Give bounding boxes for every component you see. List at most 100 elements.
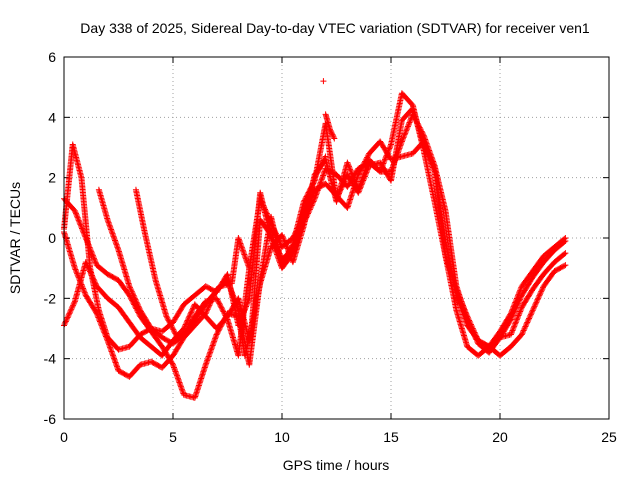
data-point	[89, 252, 96, 259]
data-point	[514, 292, 521, 299]
data-point	[423, 148, 430, 155]
data-point	[538, 288, 545, 295]
data-point	[94, 311, 101, 318]
data-point	[241, 306, 248, 313]
data-point	[422, 145, 429, 152]
data-point	[355, 189, 362, 196]
data-point	[511, 300, 518, 307]
data-point	[529, 308, 536, 315]
data-point	[356, 185, 363, 192]
data-point	[189, 305, 196, 312]
data-point	[518, 284, 525, 291]
data-point	[331, 135, 338, 142]
data-point	[346, 165, 353, 172]
data-point	[360, 161, 367, 168]
data-point	[562, 250, 569, 257]
data-point	[333, 195, 340, 202]
data-point	[335, 190, 342, 197]
data-point	[538, 287, 545, 294]
data-point	[89, 251, 96, 258]
data-point	[101, 330, 108, 337]
data-point	[513, 317, 520, 324]
data-point	[507, 331, 514, 338]
data-point	[188, 309, 195, 316]
data-point	[315, 166, 322, 173]
data-point	[62, 319, 69, 326]
data-point	[533, 299, 540, 306]
data-point	[101, 329, 108, 336]
data-point	[347, 166, 354, 173]
data-point	[102, 333, 109, 340]
data-point	[535, 295, 542, 302]
data-point	[420, 141, 427, 148]
data-point	[236, 319, 243, 326]
data-point	[515, 291, 522, 298]
data-point	[318, 161, 325, 168]
data-point	[134, 300, 141, 307]
data-point	[130, 291, 137, 298]
data-point	[103, 334, 110, 341]
data-point	[72, 209, 79, 216]
data-point	[427, 159, 434, 166]
data-point	[239, 312, 246, 319]
data-point	[431, 167, 438, 174]
data-point	[235, 321, 242, 328]
data-point	[165, 317, 172, 324]
data-point	[315, 168, 322, 175]
data-point	[517, 308, 524, 315]
data-point	[166, 318, 173, 325]
data-point	[81, 289, 88, 296]
data-point	[245, 296, 252, 303]
data-point	[72, 267, 79, 274]
data-point	[404, 124, 411, 131]
data-point	[406, 119, 413, 126]
data-point	[427, 157, 434, 164]
data-point	[530, 306, 537, 313]
data-point	[76, 218, 83, 225]
data-point	[131, 293, 138, 300]
data-point	[95, 314, 102, 321]
data-point	[172, 330, 179, 337]
data-point	[77, 221, 84, 228]
data-point	[539, 285, 546, 292]
data-point	[360, 162, 367, 169]
data-point	[82, 290, 89, 297]
data-point	[525, 316, 532, 323]
data-point	[523, 322, 530, 329]
data-point	[221, 309, 228, 316]
data-point	[362, 170, 369, 177]
data-point	[73, 211, 80, 218]
data-point	[66, 310, 73, 317]
y-tick-label: -4	[44, 351, 57, 367]
data-point	[220, 308, 227, 315]
data-point	[214, 296, 221, 303]
data-point	[203, 307, 210, 314]
data-point	[398, 138, 405, 145]
data-point	[76, 277, 83, 284]
chart-title: Day 338 of 2025, Sidereal Day-to-day VTE…	[80, 20, 590, 36]
data-point	[344, 160, 351, 167]
data-point	[320, 157, 327, 164]
data-point	[423, 149, 430, 156]
data-point	[429, 164, 436, 171]
data-point	[523, 320, 530, 327]
data-point	[518, 331, 525, 338]
data-point	[213, 331, 220, 338]
data-point	[517, 307, 524, 314]
data-point	[404, 123, 411, 130]
data-point	[341, 178, 348, 185]
data-point	[339, 182, 346, 189]
data-point	[217, 303, 224, 310]
data-point	[513, 295, 520, 302]
data-point	[96, 318, 103, 325]
data-point	[289, 251, 296, 258]
data-point	[238, 315, 245, 322]
data-point	[337, 186, 344, 193]
data-point	[407, 118, 414, 125]
data-point	[126, 283, 133, 290]
data-point	[330, 134, 337, 141]
data-point	[244, 300, 251, 307]
data-point	[330, 132, 337, 139]
data-point	[92, 259, 99, 266]
data-point	[69, 303, 76, 310]
